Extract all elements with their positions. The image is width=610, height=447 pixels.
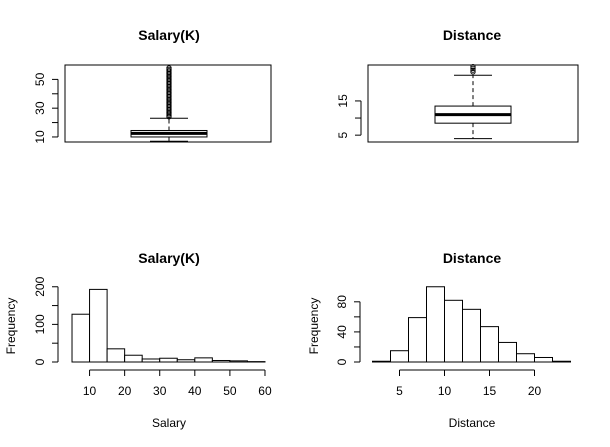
histogram-bar <box>552 360 571 363</box>
y-tick-label: 5 <box>336 131 350 138</box>
histogram-bar <box>534 356 553 363</box>
salary-histogram-x-axis: 10 20 30 40 50 60 <box>83 369 272 398</box>
y-tick-label: 200 <box>33 276 47 296</box>
salary-histogram-title: Salary(K) <box>138 250 199 266</box>
distance-histogram-x-label: Distance <box>449 416 496 430</box>
histogram-bar <box>372 360 391 363</box>
y-tick-label: 40 <box>335 325 349 339</box>
histogram-bar <box>141 358 161 363</box>
salary-histogram-y-label: Frequency <box>4 298 18 355</box>
x-tick-label: 30 <box>153 384 167 398</box>
histogram-bar <box>480 326 499 363</box>
x-tick-label: 10 <box>83 384 97 398</box>
distance-histogram-y-axis: 0 40 80 <box>335 295 361 365</box>
histogram-bar <box>516 353 535 363</box>
distance-boxplot-panel: Distance 5 15 <box>336 27 579 143</box>
x-tick-label: 20 <box>528 384 542 398</box>
outlier-point <box>470 69 476 75</box>
x-tick-label: 5 <box>396 384 403 398</box>
salary-boxplot-panel: Salary(K) 10 30 50 <box>33 27 272 144</box>
outlier-point <box>470 64 476 70</box>
x-tick-label: 60 <box>258 384 272 398</box>
distance-boxplot-title: Distance <box>443 27 502 43</box>
histogram-bar <box>498 341 517 363</box>
distance-boxplot-frame <box>367 64 579 143</box>
histogram-bar <box>462 308 481 363</box>
distance-histogram-bars <box>372 286 571 363</box>
salary-boxplot-title: Salary(K) <box>138 27 199 43</box>
distance-boxplot-y-axis: 5 15 <box>336 94 362 138</box>
y-tick-label: 50 <box>33 72 47 86</box>
x-tick-label: 50 <box>223 384 237 398</box>
salary-boxplot-frame <box>64 64 272 143</box>
histogram-bar <box>159 357 178 363</box>
histogram-bar <box>444 299 463 363</box>
y-tick-label: 80 <box>335 295 349 309</box>
salary-histogram-panel: Salary(K) 10 20 30 40 50 60 0 100 200 Salary Fr… <box>4 250 272 430</box>
x-tick-label: 20 <box>118 384 132 398</box>
distance-histogram-panel: Distance 5 10 15 20 0 40 80 Distance Frequenc… <box>307 250 571 430</box>
histogram-bar <box>390 350 409 363</box>
histogram-bar <box>106 348 126 363</box>
x-tick-label: 15 <box>483 384 497 398</box>
histogram-bar <box>71 313 91 363</box>
histogram-bar <box>229 360 248 363</box>
y-tick-label: 10 <box>33 130 47 144</box>
distance-histogram-y-label: Frequency <box>307 298 321 355</box>
histogram-bar <box>211 359 231 363</box>
outlier-point <box>470 67 476 73</box>
y-tick-label: 0 <box>335 358 349 365</box>
histogram-bar <box>426 286 445 363</box>
salary-histogram-y-axis: 0 100 200 <box>33 276 59 365</box>
histogram-bar <box>124 354 143 363</box>
distance-histogram-x-axis: 5 10 15 20 <box>396 369 542 398</box>
salary-histogram-x-label: Salary <box>152 416 186 430</box>
salary-boxplot-marks <box>130 65 208 142</box>
y-tick-label: 0 <box>33 358 47 365</box>
y-tick-label: 30 <box>33 101 47 115</box>
distance-histogram-title: Distance <box>443 250 502 266</box>
distance-boxplot-marks <box>434 64 512 140</box>
outlier-point <box>166 65 172 71</box>
histogram-bar <box>176 359 196 363</box>
histogram-bar <box>408 317 427 363</box>
salary-boxplot-y-axis: 10 30 50 <box>33 72 59 144</box>
y-tick-label: 15 <box>336 94 350 108</box>
y-tick-label: 100 <box>33 314 47 334</box>
histogram-bar <box>89 288 108 363</box>
x-tick-label: 40 <box>188 384 202 398</box>
histogram-bar <box>194 357 213 363</box>
x-tick-label: 10 <box>438 384 452 398</box>
outlier-point <box>470 65 476 72</box>
salary-histogram-bars <box>71 288 266 363</box>
